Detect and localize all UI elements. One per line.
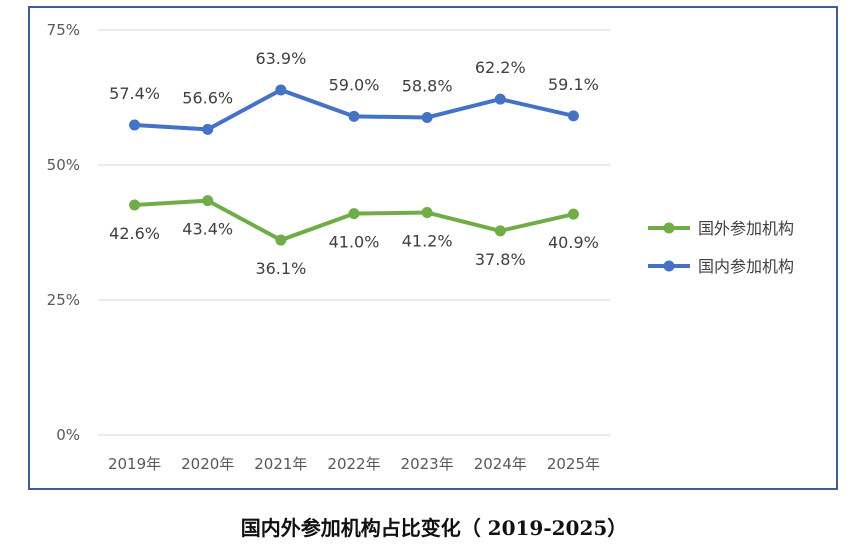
y-tick-label: 75% bbox=[47, 21, 80, 39]
data-label: 36.1% bbox=[255, 259, 306, 278]
data-point bbox=[567, 208, 579, 220]
data-point bbox=[348, 208, 360, 220]
data-label: 58.8% bbox=[402, 76, 453, 95]
y-tick-label: 0% bbox=[56, 426, 80, 444]
data-label: 41.2% bbox=[402, 232, 453, 251]
chart-caption: 国内外参加机构占比变化（ 2019-2025） bbox=[240, 516, 628, 540]
series-lines bbox=[129, 84, 579, 246]
data-point bbox=[494, 93, 506, 105]
x-tick-label: 2022年 bbox=[327, 455, 380, 473]
data-point bbox=[494, 225, 506, 237]
y-tick-label: 25% bbox=[47, 291, 80, 309]
data-point bbox=[421, 207, 433, 219]
data-label: 40.9% bbox=[548, 233, 599, 252]
x-tick-label: 2020年 bbox=[181, 455, 234, 473]
data-point bbox=[129, 199, 141, 211]
y-axis-ticks: 0% 25% 50% 75% bbox=[47, 21, 80, 444]
data-point bbox=[275, 84, 287, 96]
legend-label: 国外参加机构 bbox=[698, 219, 794, 238]
y-tick-label: 50% bbox=[47, 156, 80, 174]
data-point bbox=[129, 119, 141, 131]
data-point bbox=[202, 123, 214, 135]
data-point bbox=[202, 195, 214, 207]
legend-swatch-marker bbox=[663, 260, 675, 272]
x-axis-ticks: 2019年 2020年 2021年 2022年 2023年 2024年 2025年 bbox=[108, 455, 600, 473]
data-point bbox=[567, 110, 579, 122]
data-label: 62.2% bbox=[475, 58, 526, 77]
line-chart: 0% 25% 50% 75% 2019年 2020年 2021年 2022年 2023年 202… bbox=[47, 21, 794, 473]
grid-lines bbox=[98, 29, 610, 436]
data-point bbox=[421, 111, 433, 123]
data-label: 37.8% bbox=[475, 250, 526, 269]
data-label: 63.9% bbox=[255, 49, 306, 68]
data-label: 42.6% bbox=[109, 224, 160, 243]
data-label: 56.6% bbox=[182, 88, 233, 107]
chart-frame bbox=[28, 6, 838, 490]
data-point bbox=[348, 110, 360, 122]
legend-label: 国内参加机构 bbox=[698, 257, 794, 276]
data-label: 41.0% bbox=[329, 233, 380, 252]
x-tick-label: 2024年 bbox=[474, 455, 527, 473]
data-label: 57.4% bbox=[109, 84, 160, 103]
legend-swatch-marker bbox=[663, 222, 675, 234]
x-tick-label: 2019年 bbox=[108, 455, 161, 473]
x-tick-label: 2021年 bbox=[254, 455, 307, 473]
data-label: 59.0% bbox=[329, 75, 380, 94]
data-labels: 42.6% 43.4% 36.1% 41.0% 41.2% 37.8% 40.9% 57.4%… bbox=[109, 49, 599, 278]
data-label: 59.1% bbox=[548, 75, 599, 94]
x-tick-label: 2023年 bbox=[401, 455, 454, 473]
data-point bbox=[275, 234, 287, 246]
x-tick-label: 2025年 bbox=[547, 455, 600, 473]
data-label: 43.4% bbox=[182, 220, 233, 239]
